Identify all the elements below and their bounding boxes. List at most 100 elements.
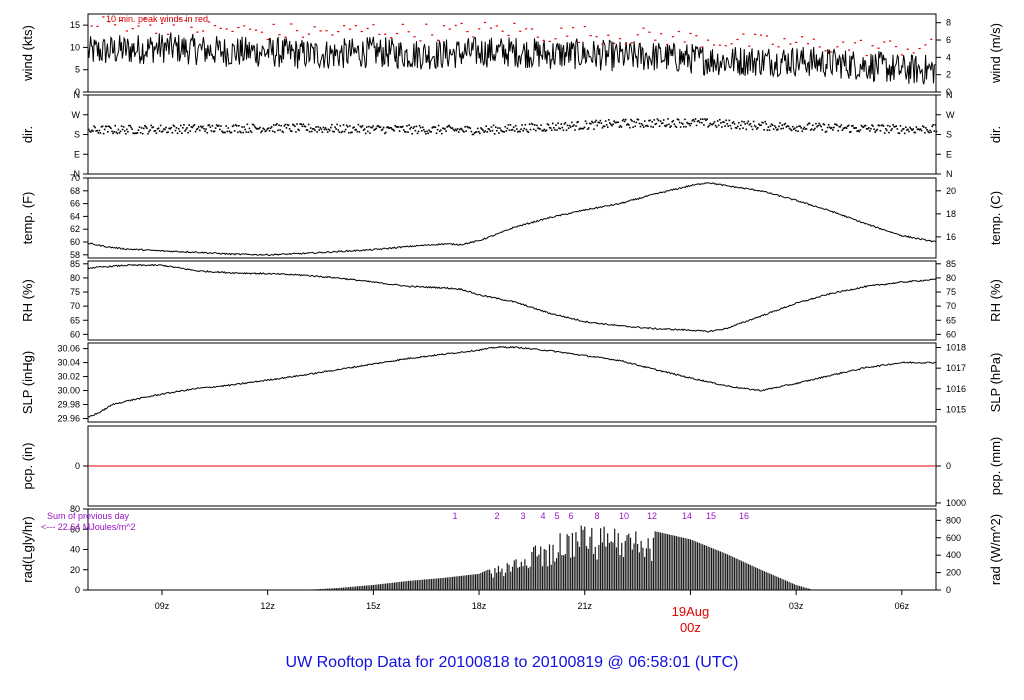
wind-direction-point	[679, 126, 682, 128]
wind-direction-point	[655, 122, 658, 125]
peak-wind-point	[883, 41, 886, 43]
radiation-hour-mark: 14	[682, 511, 692, 521]
dir-right-axis-label: dir.	[988, 126, 1003, 143]
wind-direction-point	[182, 126, 184, 129]
peak-wind-point	[607, 34, 610, 36]
wind-direction-point	[214, 127, 217, 129]
wind-direction-point	[336, 123, 338, 126]
wind-direction-point	[335, 128, 337, 130]
wind-direction-point	[342, 124, 345, 126]
wind-direction-point	[550, 129, 553, 131]
wind-direction-point	[685, 125, 687, 128]
wind-direction-point	[689, 124, 691, 127]
wind-direction-point	[301, 125, 304, 128]
wind-direction-point	[230, 131, 233, 134]
peak-wind-point	[842, 41, 845, 43]
wind-direction-point	[806, 124, 809, 126]
peak-wind-point	[830, 51, 833, 53]
wind-direction-point	[411, 132, 414, 135]
wind-right-tick-label: 8	[946, 18, 951, 28]
wind-direction-point	[139, 131, 142, 134]
wind-direction-point	[865, 127, 868, 130]
rad-right-tick-label: 1000	[946, 498, 966, 508]
wind-direction-point	[109, 126, 111, 128]
wind-direction-point	[534, 124, 536, 126]
wind-direction-point	[315, 126, 317, 128]
wind-direction-point	[212, 130, 215, 133]
wind-direction-point	[461, 128, 463, 131]
wind-direction-point	[303, 125, 306, 128]
dir-left-axis-label: dir.	[20, 126, 35, 143]
wind-direction-point	[469, 127, 472, 130]
wind-direction-point	[353, 126, 355, 128]
wind-direction-point	[249, 130, 252, 132]
peak-wind-point	[313, 26, 316, 28]
peak-wind-point	[266, 38, 269, 41]
wind-direction-point	[857, 129, 860, 132]
peak-wind-point	[624, 43, 628, 45]
wind-direction-point	[920, 129, 923, 132]
wind-direction-point	[415, 125, 418, 128]
wind-direction-point	[181, 132, 183, 135]
wind-direction-point	[504, 125, 507, 128]
wind-direction-point	[194, 130, 197, 133]
wind-direction-point	[641, 124, 644, 127]
wind-direction-point	[192, 125, 195, 127]
wind-direction-point	[926, 128, 928, 131]
wind-direction-point	[691, 119, 694, 122]
wind-direction-point	[140, 127, 143, 129]
wind-direction-point	[726, 123, 728, 125]
wind-direction-point	[745, 128, 748, 131]
wind-direction-point	[833, 126, 835, 129]
wind-direction-point	[355, 128, 358, 131]
wind-direction-point	[633, 120, 635, 123]
wind-direction-point	[631, 120, 633, 122]
wind-direction-point	[579, 127, 582, 130]
wind-direction-point	[875, 129, 878, 132]
wind-direction-point	[89, 130, 91, 133]
wind-direction-point	[783, 123, 786, 126]
wind-direction-point	[708, 124, 711, 127]
wind-direction-point	[168, 127, 170, 130]
wind-direction-point	[622, 118, 625, 121]
wind-direction-point	[578, 128, 581, 131]
wind-direction-point	[243, 126, 245, 128]
wind-direction-point	[501, 130, 503, 133]
wind-direction-point	[197, 126, 200, 128]
wind-direction-point	[345, 124, 348, 127]
time-tick-label: 09z	[155, 601, 170, 611]
wind-direction-point	[299, 123, 301, 125]
dir-left-tick-label: N	[74, 169, 81, 179]
rh-left-tick-label: 70	[70, 301, 80, 311]
wind-direction-point	[491, 129, 494, 132]
wind-direction-point	[226, 130, 229, 133]
pcp-left-axis-label: pcp. (in)	[20, 443, 35, 490]
peak-wind-point	[395, 32, 399, 35]
wind-direction-point	[816, 125, 818, 128]
wind-direction-point	[913, 131, 916, 134]
wind-direction-point	[804, 128, 807, 130]
wind-direction-point	[869, 130, 871, 132]
wind-direction-point	[404, 130, 406, 133]
wind-right-axis-label: wind (m/s)	[988, 23, 1003, 84]
wind-direction-point	[131, 128, 133, 131]
peak-wind-point	[448, 28, 451, 30]
rh-right-axis-label: RH (%)	[988, 279, 1003, 322]
panel-slp: 29.96 29.98 30.00 30.02 30.04 30.06 1015 1016 10…	[20, 342, 1003, 424]
peak-wind-point	[642, 27, 645, 29]
rad-right-tick-label: 200	[946, 568, 961, 578]
wind-direction-point	[606, 126, 609, 128]
wind-direction-point	[753, 124, 756, 127]
peak-wind-point	[108, 21, 111, 23]
wind-direction-point	[908, 130, 910, 133]
peak-wind-point	[730, 43, 733, 45]
wind-direction-point	[666, 124, 668, 126]
wind-direction-point	[287, 124, 290, 127]
peak-wind-point	[425, 23, 428, 25]
peak-wind-point	[213, 24, 217, 27]
wind-direction-point	[359, 125, 362, 128]
rh-line	[87, 263, 936, 333]
wind-direction-point	[929, 129, 931, 132]
wind-direction-point	[413, 125, 416, 128]
peak-wind-point	[695, 35, 698, 37]
